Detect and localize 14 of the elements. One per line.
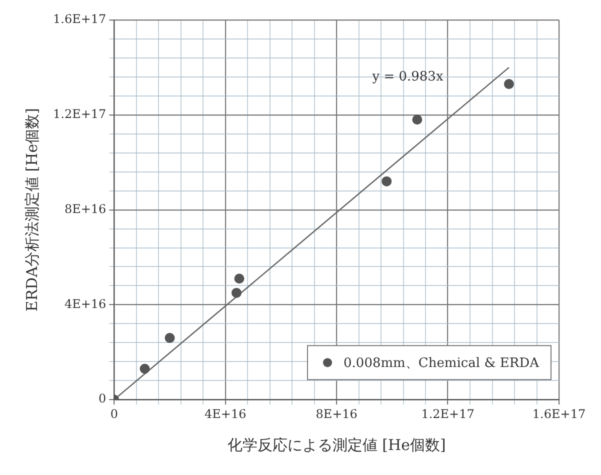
y-tick-label: 0 [98,392,106,406]
y-tick-label: 4E+16 [64,296,106,311]
x-tick-label: 8E+16 [316,406,358,421]
y-tick-label: 1.6E+17 [52,12,106,26]
x-tick-label: 1.2E+17 [421,406,474,421]
legend-label: 0.008mm、Chemical & ERDA [344,356,540,371]
y-axis-title: ERDA分析法測定値 [He個数] [22,108,41,312]
annotation: y = 0.983x [371,69,444,84]
y-tick-label: 8E+16 [64,202,106,216]
y-tick-label: 1.2E+17 [52,107,106,122]
x-tick-label: 1.6E+17 [532,406,586,421]
x-tick-label: 0 [110,406,118,421]
x-tick-label: 4E+16 [204,406,246,421]
x-axis-title: 化学反応による測定値 [He個数] [227,436,446,454]
